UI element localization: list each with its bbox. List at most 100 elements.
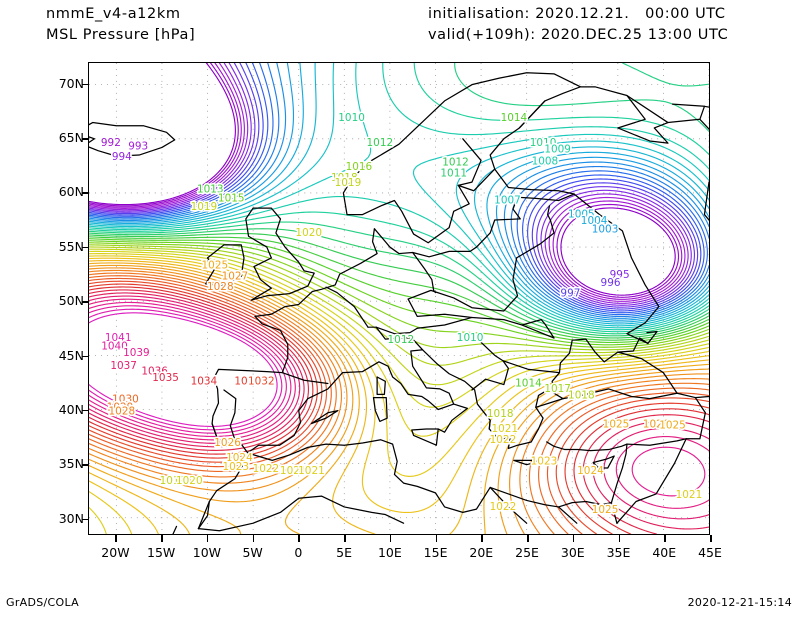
contour-label-halo: 1026 <box>214 437 241 449</box>
contour-value-label: 1025 <box>592 504 619 516</box>
contour-value-label: 1015 <box>218 192 245 204</box>
contour-value-label: 1025 <box>202 259 229 271</box>
contour-value-label: 1026 <box>643 419 670 431</box>
contour-value-label: 1036 <box>141 366 168 378</box>
coastline-overlay <box>89 72 709 534</box>
contour-value-label: 1013 <box>197 184 224 196</box>
contour-label-halo: 1039 <box>123 347 150 359</box>
contour-value-labels: 9939939949949929921013101310151015101910… <box>99 111 704 518</box>
longitude-tick-label: 35E <box>606 545 631 560</box>
longitude-tick-mark <box>618 535 621 542</box>
contour-value-label: 1027 <box>222 270 249 282</box>
latitude-tick-label: 70N <box>58 75 84 91</box>
longitude-tick-mark <box>435 535 438 542</box>
contour-label-halo: 1022 <box>490 434 517 446</box>
mslp-contour-canvas: 9939939949949929921013101310151015101910… <box>89 63 709 534</box>
longitude-tick-label: 5E <box>336 545 353 560</box>
contour-label-halo: 1019 <box>160 475 187 487</box>
contour-value-label: 1010 <box>457 332 484 344</box>
contour-value-label: 1022 <box>490 434 517 446</box>
longitude-tick-label: 20W <box>101 545 130 560</box>
contour-value-label: 1024 <box>226 452 253 464</box>
contour-label-halo: 1018 <box>568 389 595 401</box>
longitude-tick-mark <box>527 535 529 542</box>
contour-value-label: 997 <box>560 288 580 300</box>
contour-value-label: 1008 <box>532 156 559 168</box>
contour-value-label: 1011 <box>440 167 467 179</box>
contour-label-halo: 1010 <box>457 332 484 344</box>
contour-value-label: 1030 <box>112 394 139 406</box>
contour-label-halo: 997 <box>560 288 580 300</box>
longitude-tick-mark <box>389 535 392 542</box>
contour-label-halo: 995 <box>610 269 630 281</box>
contour-label-halo: 1012 <box>442 157 469 169</box>
contour-value-label: 1040 <box>101 341 128 353</box>
contour-value-label: 1007 <box>494 195 521 207</box>
contour-value-label: 1019 <box>160 475 187 487</box>
contour-label-halo: 1019 <box>335 177 362 189</box>
contour-label-halo: 996 <box>601 277 621 289</box>
latitude-tick-label: 35N <box>58 456 84 472</box>
latitude-tick-mark <box>82 301 89 303</box>
longitude-tick-mark <box>252 535 255 542</box>
contour-value-label: 1041 <box>105 332 132 344</box>
contour-label-halo: 1027 <box>222 270 249 282</box>
contour-label-halo: 1033 <box>234 375 261 387</box>
contour-value-label: 1021 <box>676 489 703 501</box>
contour-label-halo: 1024 <box>226 452 253 464</box>
contour-label-halo: 1021 <box>280 465 307 477</box>
longitude-tick-label: 15W <box>147 545 176 560</box>
contour-value-label: 1029 <box>107 401 134 413</box>
contour-label-halo: 1035 <box>152 372 179 384</box>
contour-label-halo: 1025 <box>603 419 630 431</box>
contour-label-halo: 1014 <box>515 377 542 389</box>
contour-label-halo: 1003 <box>592 224 619 236</box>
timestamp-label: 2020-12-21-15:14 <box>687 596 792 609</box>
contour-value-label: 1026 <box>214 437 241 449</box>
latitude-tick-label: 30N <box>58 510 84 526</box>
contour-value-label: 1014 <box>501 112 528 124</box>
longitude-tick-mark <box>710 535 712 542</box>
longitude-tick-label: 0 <box>294 545 303 560</box>
latitude-tick-mark <box>82 409 89 412</box>
contour-value-label: 1020 <box>176 475 203 487</box>
contour-label-halo: 1012 <box>367 137 394 149</box>
credit-label: GrADS/COLA <box>6 596 79 609</box>
contour-value-label: 1005 <box>568 209 595 221</box>
initialisation-label: initialisation: 2020.12.21. 00:00 UTC <box>428 6 726 22</box>
contour-label-halo: 1030 <box>112 394 139 406</box>
contour-value-label: 1025 <box>603 419 630 431</box>
longitude-tick-label: 30E <box>560 545 585 560</box>
contour-label-halo: 1022 <box>253 463 280 475</box>
longitude-tick-mark <box>161 535 163 542</box>
contour-value-label: 1024 <box>577 465 604 477</box>
contour-value-label: 1032 <box>248 375 275 387</box>
contour-value-label: 1018 <box>487 408 514 420</box>
latitude-tick-label: 65N <box>58 130 84 146</box>
contour-value-label: 1019 <box>335 177 362 189</box>
longitude-tick-label: 5W <box>242 545 263 560</box>
longitude-tick-label: 45E <box>698 545 722 560</box>
contour-label-halo: 1008 <box>532 156 559 168</box>
contour-value-label: 1021 <box>491 423 518 435</box>
contour-value-label: 1019 <box>191 201 218 213</box>
contour-label-halo: 1015 <box>218 192 245 204</box>
contour-label-halo: 992 <box>101 137 121 149</box>
contour-label-halo: 1037 <box>110 360 137 372</box>
contour-label-halo: 1041 <box>105 332 132 344</box>
latitude-tick-label: 60N <box>58 184 84 200</box>
longitude-tick-label: 40E <box>652 545 677 560</box>
contour-value-label: 1035 <box>152 372 179 384</box>
contour-label-halo: 1021 <box>676 489 703 501</box>
contour-value-label: 1020 <box>295 227 322 239</box>
latitude-tick-label: 55N <box>58 238 84 254</box>
contour-value-label: 1010 <box>338 112 365 124</box>
contour-value-label: 1037 <box>110 360 137 372</box>
contour-label-halo: 1005 <box>568 209 595 221</box>
contour-value-label: 996 <box>601 277 621 289</box>
longitude-tick-label: 20E <box>469 545 494 560</box>
contour-label-halo: 1025 <box>592 504 619 516</box>
contour-value-label: 1033 <box>234 375 261 387</box>
longitude-tick-mark <box>115 535 117 542</box>
contour-label-halo: 1016 <box>346 161 373 173</box>
